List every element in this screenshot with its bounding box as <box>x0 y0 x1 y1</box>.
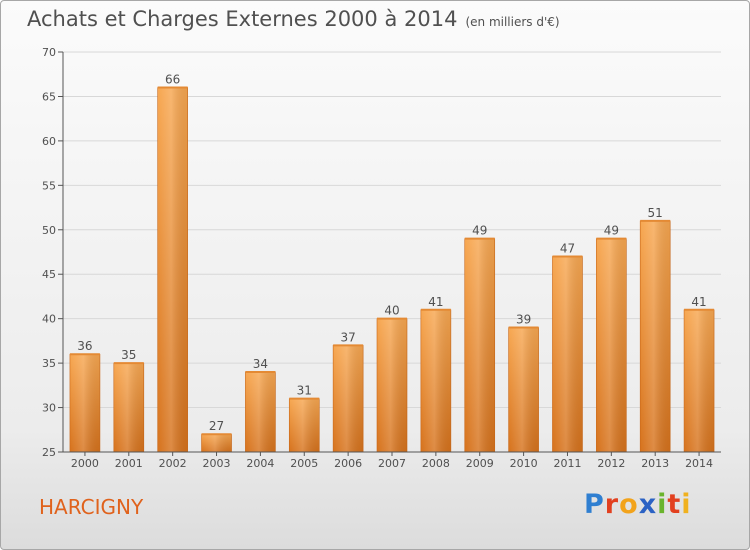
bar-sheen <box>377 318 407 452</box>
bar-value-label: 49 <box>604 224 619 238</box>
bar-value-label: 49 <box>472 224 487 238</box>
x-tick-label: 2010 <box>510 457 538 470</box>
logo-letter: x <box>638 489 658 520</box>
bar-value-label: 36 <box>77 339 92 353</box>
x-tick-label: 2003 <box>203 457 231 470</box>
y-tick-label: 25 <box>42 446 56 459</box>
bar-value-label: 40 <box>384 304 399 318</box>
y-tick-label: 35 <box>42 357 56 370</box>
y-tick-label: 60 <box>42 135 56 148</box>
bar-sheen <box>201 434 232 452</box>
bar-value-label: 41 <box>691 295 706 309</box>
x-tick-label: 2012 <box>597 457 625 470</box>
logo-letter: o <box>619 489 639 520</box>
x-tick-label: 2006 <box>334 457 362 470</box>
x-tick-label: 2011 <box>553 457 581 470</box>
place-name: HARCIGNY <box>39 495 144 519</box>
bar-sheen <box>245 372 276 452</box>
chart-subtitle: (en milliers d'€) <box>465 15 560 29</box>
bar-value-label: 47 <box>560 241 575 255</box>
y-tick-label: 30 <box>42 402 56 415</box>
bar-sheen <box>113 363 144 452</box>
x-tick-label: 2007 <box>378 457 406 470</box>
x-tick-label: 2013 <box>641 457 669 470</box>
bar-value-label: 66 <box>165 73 180 87</box>
bar-value-label: 34 <box>253 357 268 371</box>
bar-value-label: 41 <box>428 295 443 309</box>
chart-title: Achats et Charges Externes 2000 à 2014 <box>27 7 458 31</box>
x-tick-label: 2014 <box>685 457 713 470</box>
bar-sheen <box>684 309 715 452</box>
bar-value-label: 39 <box>516 313 531 327</box>
bar-sheen <box>420 309 451 452</box>
bar-value-label: 51 <box>648 206 663 220</box>
y-tick-label: 65 <box>42 90 56 103</box>
bar-value-label: 37 <box>340 330 355 344</box>
chart-title-block: Achats et Charges Externes 2000 à 2014 (e… <box>27 7 560 31</box>
bars <box>69 86 715 453</box>
x-tick-label: 2004 <box>246 457 274 470</box>
x-tick-label: 2009 <box>466 457 494 470</box>
data-labels: 36 35 66 27 34 31 37 40 41 49 39 47 49 51 41 <box>77 73 706 434</box>
bar-sheen <box>508 327 539 452</box>
bar-sheen <box>289 398 320 452</box>
proxiti-logo: Proxiti <box>584 489 692 520</box>
bar-value-label: 35 <box>121 348 136 362</box>
bar-sheen <box>333 345 364 452</box>
logo-letter: P <box>584 489 605 520</box>
logo-letter: i <box>681 489 692 520</box>
logo-letter: i <box>657 489 668 520</box>
y-tick-label: 45 <box>42 268 56 281</box>
x-tick-label: 2000 <box>71 457 99 470</box>
logo-letter: r <box>604 489 620 520</box>
x-tick-label: 2008 <box>422 457 450 470</box>
y-tick-label: 55 <box>42 179 56 192</box>
logo-letter: t <box>667 489 682 520</box>
x-tick-label: 2005 <box>290 457 318 470</box>
y-tick-label: 50 <box>42 224 56 237</box>
bar-sheen <box>596 238 627 452</box>
bar-value-label: 27 <box>209 419 224 433</box>
bar-sheen <box>157 87 188 453</box>
bar-sheen <box>640 220 671 452</box>
axes: 25 30 35 40 45 50 55 60 65 70 2000 2001 2002 2003 2004… <box>42 46 721 470</box>
y-tick-label: 40 <box>42 313 56 326</box>
bar-sheen <box>69 354 100 452</box>
y-tick-label: 70 <box>42 46 56 59</box>
bar-sheen <box>552 256 583 452</box>
bar-sheen <box>464 238 495 452</box>
x-tick-label: 2001 <box>115 457 143 470</box>
x-tick-label: 2002 <box>159 457 187 470</box>
bar-value-label: 31 <box>297 384 312 398</box>
